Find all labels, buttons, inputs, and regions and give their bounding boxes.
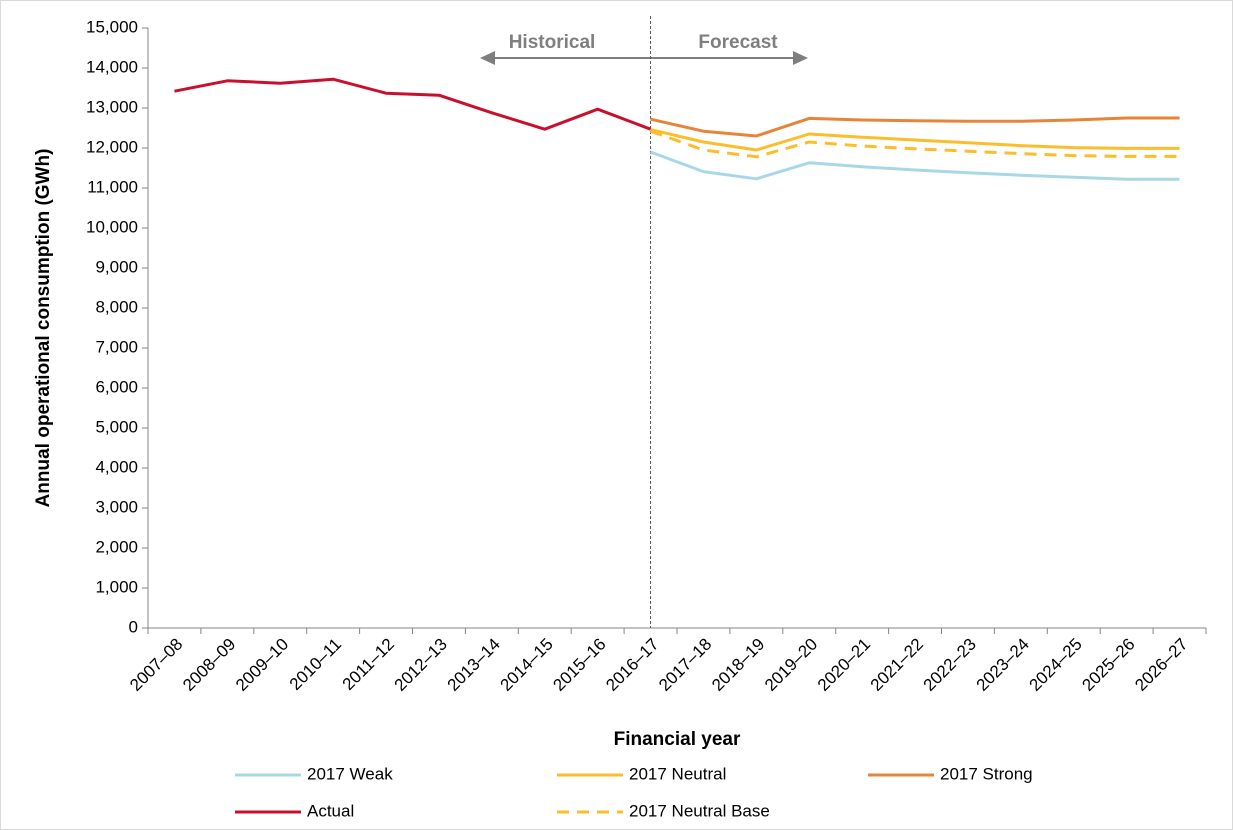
- y-tick-label: 11,000: [87, 177, 138, 196]
- y-tick-label: 2,000: [95, 537, 138, 556]
- x-axis-title: Financial year: [614, 729, 741, 750]
- y-tick-label: 6,000: [95, 377, 138, 396]
- y-tick-label: 8,000: [95, 297, 138, 316]
- series-line: [650, 128, 1180, 152]
- series-line: [650, 150, 1180, 181]
- legend-label: 2017 Neutral Base: [629, 801, 770, 820]
- historical-label: Historical: [509, 32, 596, 53]
- y-axis-title: Annual operational consumption (GWh): [33, 149, 54, 508]
- y-tick-label: 12,000: [86, 137, 138, 156]
- period-arrow: [480, 51, 808, 65]
- y-tick-label: 9,000: [95, 257, 138, 276]
- y-tick-label: 14,000: [86, 57, 138, 76]
- y-tick-label: 15,000: [86, 17, 138, 36]
- series-line: [650, 116, 1180, 138]
- y-tick-label: 10,000: [86, 217, 138, 236]
- series-line: [174, 77, 652, 131]
- y-tick-label: 0: [129, 617, 138, 636]
- legend-label: 2017 Weak: [307, 764, 393, 783]
- y-tick-label: 13,000: [86, 97, 138, 116]
- y-tick-label: 1,000: [95, 577, 138, 596]
- legend-label: 2017 Neutral: [629, 764, 726, 783]
- y-tick-label: 5,000: [95, 417, 138, 436]
- series-line: [650, 129, 1180, 159]
- legend-label: 2017 Strong: [940, 764, 1033, 783]
- y-tick-label: 4,000: [95, 457, 138, 476]
- y-tick-label: 3,000: [95, 497, 138, 516]
- forecast-label: Forecast: [698, 32, 778, 53]
- y-tick-label: 7,000: [95, 337, 138, 356]
- legend-label: Actual: [307, 801, 354, 820]
